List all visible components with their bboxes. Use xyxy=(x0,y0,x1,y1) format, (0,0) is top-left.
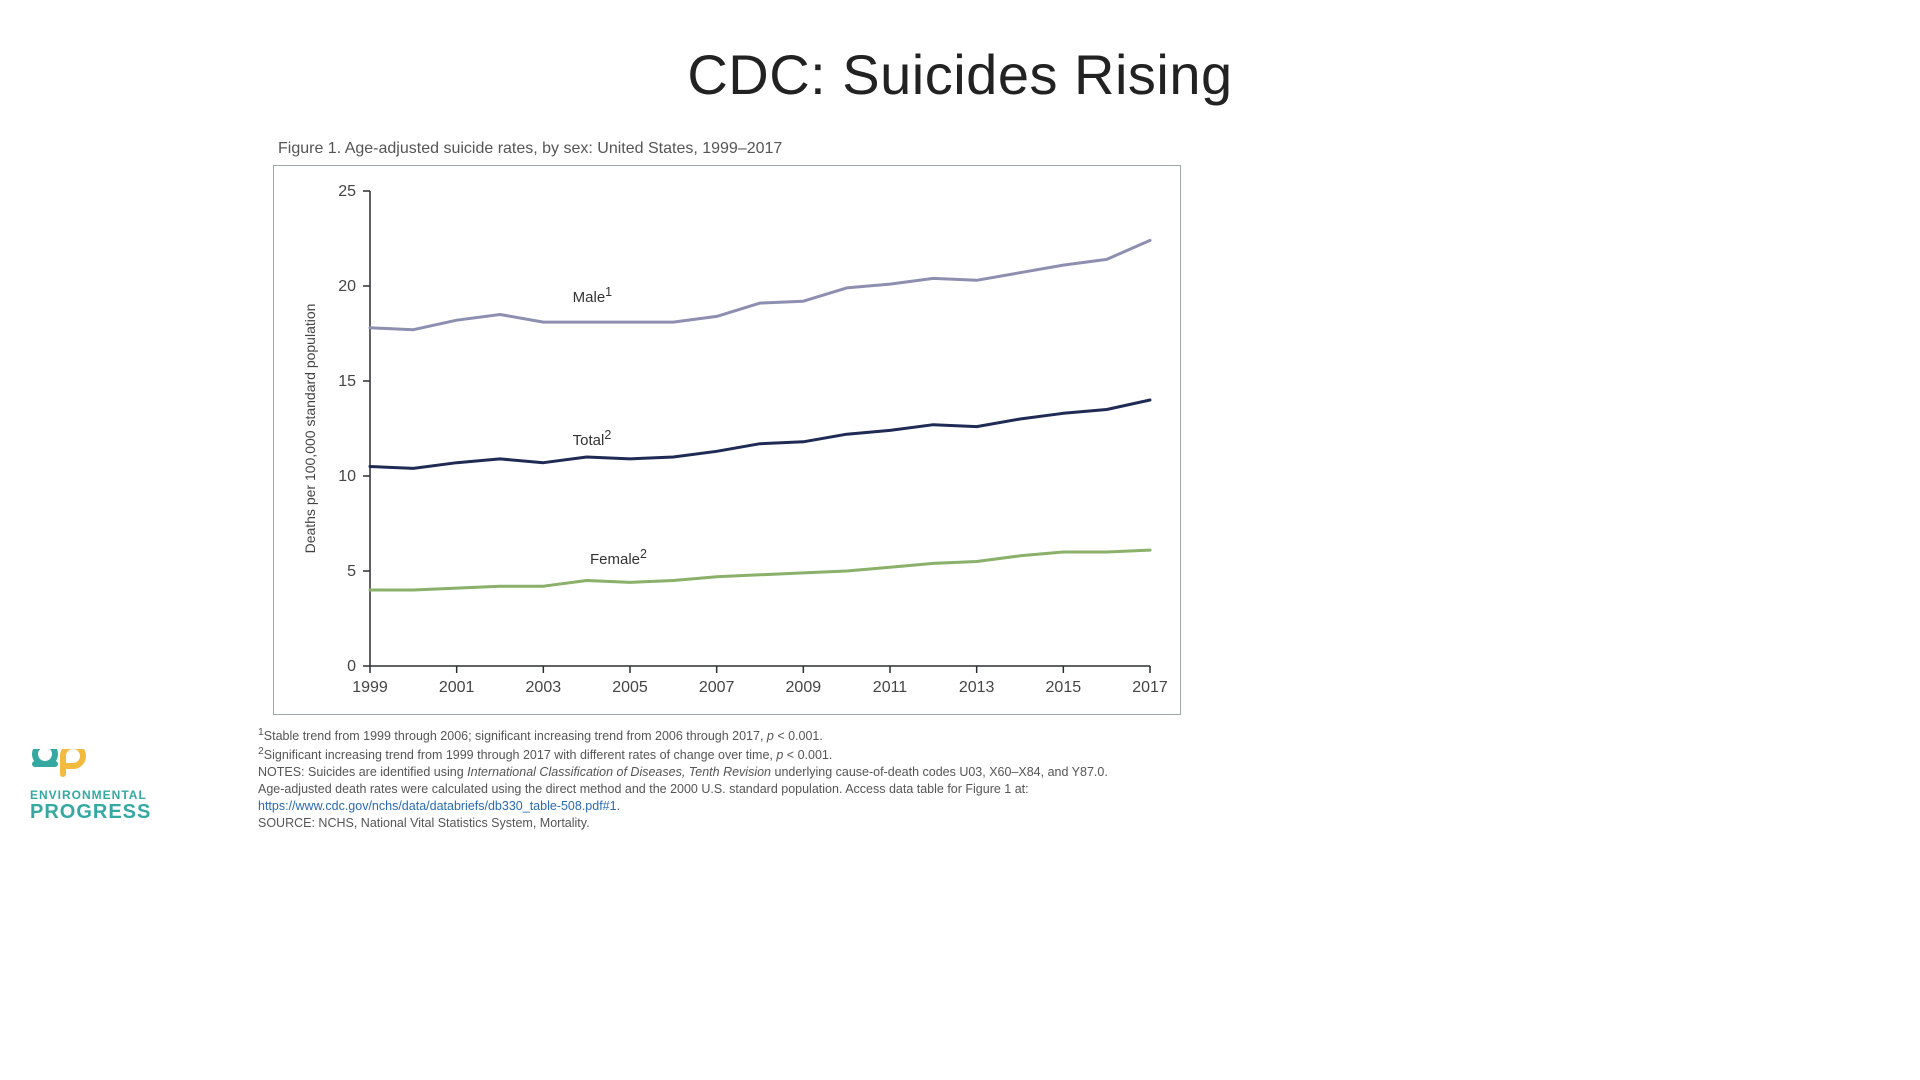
svg-text:2017: 2017 xyxy=(1132,679,1168,696)
slide-title: CDC: Suicides Rising xyxy=(0,42,1920,107)
footnotes: 1Stable trend from 1999 through 2006; si… xyxy=(258,726,1358,832)
svg-text:25: 25 xyxy=(338,183,356,200)
logo-text-2: PROGRESS xyxy=(30,802,151,822)
chart-frame: 0 5 10 15 20 25 1999 2001 2003 2005 2007 2009 2011 20… xyxy=(273,165,1181,715)
svg-text:2001: 2001 xyxy=(439,679,475,696)
footnote-source: SOURCE: NCHS, National Vital Statistics … xyxy=(258,815,1358,832)
footnote-2: 2Significant increasing trend from 1999 … xyxy=(258,745,1358,764)
svg-text:1999: 1999 xyxy=(352,679,388,696)
svg-text:10: 10 xyxy=(338,468,356,485)
svg-text:5: 5 xyxy=(347,563,356,580)
ep-icon xyxy=(30,749,90,779)
svg-text:2009: 2009 xyxy=(786,679,822,696)
figure-caption: Figure 1. Age-adjusted suicide rates, by… xyxy=(278,140,782,158)
svg-text:15: 15 xyxy=(338,373,356,390)
svg-text:Deaths per 100,000 standard po: Deaths per 100,000 standard population xyxy=(302,304,318,554)
line-chart: 0 5 10 15 20 25 1999 2001 2003 2005 2007 2009 2011 20… xyxy=(274,166,1180,714)
svg-text:2011: 2011 xyxy=(873,679,908,696)
svg-text:2015: 2015 xyxy=(1046,679,1082,696)
svg-text:20: 20 xyxy=(338,278,356,295)
svg-text:2005: 2005 xyxy=(612,679,648,696)
footnote-notes: NOTES: Suicides are identified using Int… xyxy=(258,764,1358,781)
logo: ENVIRONMENTAL PROGRESS xyxy=(30,749,151,822)
logo-text-1: ENVIRONMENTAL xyxy=(30,788,151,802)
svg-text:2013: 2013 xyxy=(959,679,995,696)
svg-text:2003: 2003 xyxy=(526,679,562,696)
footnote-link[interactable]: https://www.cdc.gov/nchs/data/databriefs… xyxy=(258,799,617,813)
footnote-1: 1Stable trend from 1999 through 2006; si… xyxy=(258,726,1358,745)
svg-text:2007: 2007 xyxy=(699,679,735,696)
footnote-link-period: . xyxy=(617,799,620,813)
svg-text:0: 0 xyxy=(347,658,356,675)
footnote-ageadj: Age-adjusted death rates were calculated… xyxy=(258,781,1358,798)
